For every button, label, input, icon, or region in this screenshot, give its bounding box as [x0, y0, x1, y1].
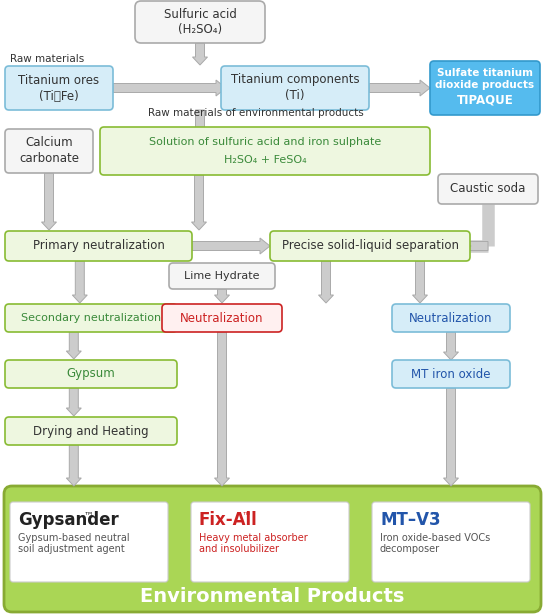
Text: Caustic soda: Caustic soda [450, 182, 526, 195]
Polygon shape [192, 238, 270, 254]
Text: TIPAQUE: TIPAQUE [457, 94, 513, 107]
FancyBboxPatch shape [10, 502, 168, 582]
Text: Raw materials of environmental products: Raw materials of environmental products [148, 108, 364, 118]
Text: Neutralization: Neutralization [409, 312, 493, 325]
Polygon shape [66, 332, 81, 359]
FancyBboxPatch shape [5, 129, 93, 173]
FancyBboxPatch shape [221, 66, 369, 110]
Polygon shape [369, 80, 430, 96]
Text: dioxide products: dioxide products [435, 80, 535, 90]
Text: ™: ™ [242, 510, 252, 520]
Polygon shape [41, 173, 57, 230]
FancyBboxPatch shape [5, 360, 177, 388]
Text: H₂SO₄ + FeSO₄: H₂SO₄ + FeSO₄ [223, 155, 306, 165]
Text: ™: ™ [84, 510, 94, 520]
Polygon shape [192, 43, 208, 65]
Text: Drying and Heating: Drying and Heating [33, 424, 149, 437]
FancyBboxPatch shape [5, 231, 192, 261]
Text: Secondary neutralization: Secondary neutralization [21, 313, 161, 323]
Text: Precise solid-liquid separation: Precise solid-liquid separation [282, 240, 458, 253]
FancyBboxPatch shape [169, 263, 275, 289]
FancyBboxPatch shape [392, 360, 510, 388]
Text: Environmental Products: Environmental Products [140, 586, 404, 606]
Polygon shape [318, 261, 334, 303]
Text: decomposer: decomposer [380, 544, 440, 554]
Text: Lime Hydrate: Lime Hydrate [184, 271, 260, 281]
Text: Primary neutralization: Primary neutralization [33, 240, 165, 253]
Polygon shape [72, 261, 87, 303]
Text: Gypsum-based neutral: Gypsum-based neutral [18, 533, 130, 543]
Text: Sulfuric acid: Sulfuric acid [164, 9, 237, 22]
FancyBboxPatch shape [270, 231, 470, 261]
Text: Iron oxide-based VOCs: Iron oxide-based VOCs [380, 533, 490, 543]
Text: Calcium: Calcium [25, 137, 73, 150]
FancyBboxPatch shape [5, 66, 113, 110]
Polygon shape [461, 238, 488, 254]
Text: Sulfate titanium: Sulfate titanium [437, 68, 533, 78]
Text: Heavy metal absorber: Heavy metal absorber [199, 533, 308, 543]
Text: Raw materials: Raw materials [10, 54, 84, 64]
FancyBboxPatch shape [5, 304, 177, 332]
FancyBboxPatch shape [191, 502, 349, 582]
FancyBboxPatch shape [372, 502, 530, 582]
Text: Titanium components: Titanium components [231, 73, 359, 86]
Text: carbonate: carbonate [19, 153, 79, 166]
Polygon shape [191, 175, 207, 230]
Polygon shape [444, 388, 458, 486]
Text: Fix-All: Fix-All [199, 511, 258, 529]
Text: Neutralization: Neutralization [180, 312, 264, 325]
Polygon shape [66, 445, 81, 486]
Polygon shape [444, 332, 458, 360]
FancyBboxPatch shape [430, 61, 540, 115]
Text: Gypsum: Gypsum [66, 368, 116, 381]
FancyBboxPatch shape [4, 486, 541, 612]
Text: Gypsander: Gypsander [18, 511, 119, 529]
Polygon shape [413, 261, 427, 303]
Text: (Ti): (Ti) [285, 89, 305, 102]
FancyBboxPatch shape [135, 1, 265, 43]
Polygon shape [215, 332, 229, 486]
Text: MT iron oxide: MT iron oxide [411, 368, 490, 381]
Text: (H₂SO₄): (H₂SO₄) [178, 23, 222, 36]
Text: and insolubilizer: and insolubilizer [199, 544, 279, 554]
Polygon shape [66, 388, 81, 416]
FancyBboxPatch shape [5, 417, 177, 445]
Text: soil adjustment agent: soil adjustment agent [18, 544, 125, 554]
Text: ™: ™ [430, 510, 440, 520]
FancyBboxPatch shape [392, 304, 510, 332]
FancyBboxPatch shape [438, 174, 538, 204]
Text: MT–V3: MT–V3 [380, 511, 440, 529]
Text: Titanium ores: Titanium ores [19, 73, 100, 86]
FancyBboxPatch shape [100, 127, 430, 175]
Polygon shape [113, 80, 226, 96]
Polygon shape [192, 110, 208, 140]
Text: Solution of sulfuric acid and iron sulphate: Solution of sulfuric acid and iron sulph… [149, 137, 381, 147]
FancyBboxPatch shape [162, 304, 282, 332]
Text: (Ti、Fe): (Ti、Fe) [39, 89, 79, 102]
Polygon shape [215, 289, 229, 303]
